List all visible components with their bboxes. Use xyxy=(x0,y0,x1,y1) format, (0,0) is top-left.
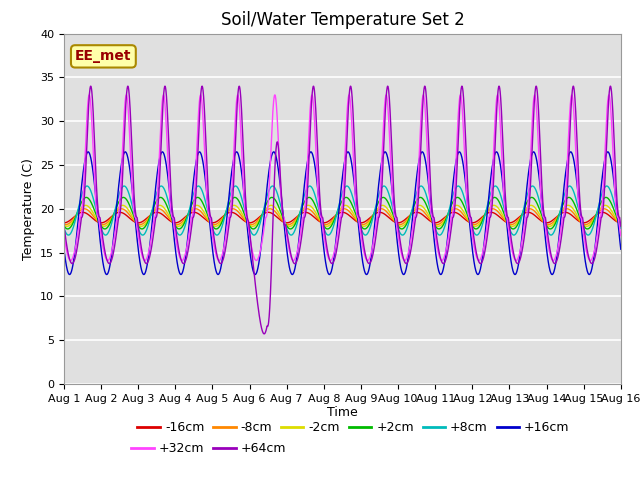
-8cm xyxy=(274,212,282,217)
+32cm xyxy=(617,233,625,239)
+8cm xyxy=(298,202,306,208)
+2cm xyxy=(124,199,132,204)
Line: +64cm: +64cm xyxy=(64,86,621,334)
Text: EE_met: EE_met xyxy=(75,49,132,63)
-8cm xyxy=(157,206,164,212)
-2cm xyxy=(63,223,71,229)
-2cm xyxy=(274,208,282,214)
+8cm xyxy=(157,183,164,189)
+16cm xyxy=(604,149,612,155)
+64cm xyxy=(607,84,614,89)
-2cm xyxy=(298,208,306,214)
-16cm xyxy=(274,215,282,221)
-16cm xyxy=(606,214,614,219)
-2cm xyxy=(546,223,554,229)
+16cm xyxy=(66,272,74,277)
+8cm xyxy=(60,226,68,231)
+8cm xyxy=(546,232,554,238)
+16cm xyxy=(606,154,614,160)
X-axis label: Time: Time xyxy=(327,407,358,420)
+2cm xyxy=(546,226,554,232)
+16cm xyxy=(274,162,282,168)
-16cm xyxy=(124,214,132,219)
-8cm xyxy=(617,221,625,227)
+2cm xyxy=(617,223,625,229)
+64cm xyxy=(617,223,625,229)
+64cm xyxy=(124,84,131,90)
+32cm xyxy=(124,99,132,105)
+8cm xyxy=(603,183,611,189)
-8cm xyxy=(600,206,608,212)
+2cm xyxy=(606,198,614,204)
-2cm xyxy=(617,222,625,228)
-16cm xyxy=(298,210,306,216)
+16cm xyxy=(617,246,625,252)
+32cm xyxy=(157,122,164,128)
Line: -8cm: -8cm xyxy=(64,209,621,225)
-8cm xyxy=(62,222,70,228)
Line: -16cm: -16cm xyxy=(64,212,621,223)
Line: -2cm: -2cm xyxy=(64,205,621,226)
Line: +32cm: +32cm xyxy=(64,95,621,261)
Line: +8cm: +8cm xyxy=(64,186,621,235)
+64cm xyxy=(157,154,164,160)
+32cm xyxy=(606,99,614,105)
+2cm xyxy=(602,194,610,200)
-2cm xyxy=(157,203,164,208)
-8cm xyxy=(298,209,306,215)
+8cm xyxy=(606,187,614,193)
+2cm xyxy=(274,202,282,207)
+64cm xyxy=(274,140,282,145)
+32cm xyxy=(274,124,282,130)
-2cm xyxy=(602,203,609,208)
-2cm xyxy=(60,222,68,228)
+16cm xyxy=(124,154,132,160)
-16cm xyxy=(79,209,86,215)
-8cm xyxy=(606,210,614,216)
-8cm xyxy=(546,221,554,227)
+64cm xyxy=(60,223,68,229)
+32cm xyxy=(546,252,554,257)
Line: +2cm: +2cm xyxy=(64,197,621,229)
-16cm xyxy=(60,220,68,226)
-8cm xyxy=(60,221,68,227)
+16cm xyxy=(546,268,554,274)
+64cm xyxy=(260,331,268,337)
+64cm xyxy=(606,84,614,90)
+64cm xyxy=(546,247,554,253)
+8cm xyxy=(65,232,72,238)
+2cm xyxy=(64,226,72,232)
Y-axis label: Temperature (C): Temperature (C) xyxy=(22,158,35,260)
+2cm xyxy=(157,194,164,200)
+8cm xyxy=(124,187,132,193)
+16cm xyxy=(60,246,68,252)
+2cm xyxy=(60,223,68,229)
+2cm xyxy=(298,205,306,211)
+16cm xyxy=(298,207,306,213)
-8cm xyxy=(124,210,132,216)
-16cm xyxy=(546,219,554,225)
+32cm xyxy=(298,221,306,227)
+8cm xyxy=(617,226,625,231)
+8cm xyxy=(274,192,282,197)
Title: Soil/Water Temperature Set 2: Soil/Water Temperature Set 2 xyxy=(221,11,464,29)
-16cm xyxy=(157,211,164,216)
-2cm xyxy=(124,206,132,212)
+32cm xyxy=(605,92,612,98)
Line: +16cm: +16cm xyxy=(64,152,621,275)
+16cm xyxy=(157,151,164,157)
+32cm xyxy=(60,233,68,239)
-16cm xyxy=(617,220,625,226)
+64cm xyxy=(298,232,306,238)
-2cm xyxy=(606,206,614,212)
+32cm xyxy=(67,258,74,264)
Legend: +32cm, +64cm: +32cm, +64cm xyxy=(126,437,291,460)
